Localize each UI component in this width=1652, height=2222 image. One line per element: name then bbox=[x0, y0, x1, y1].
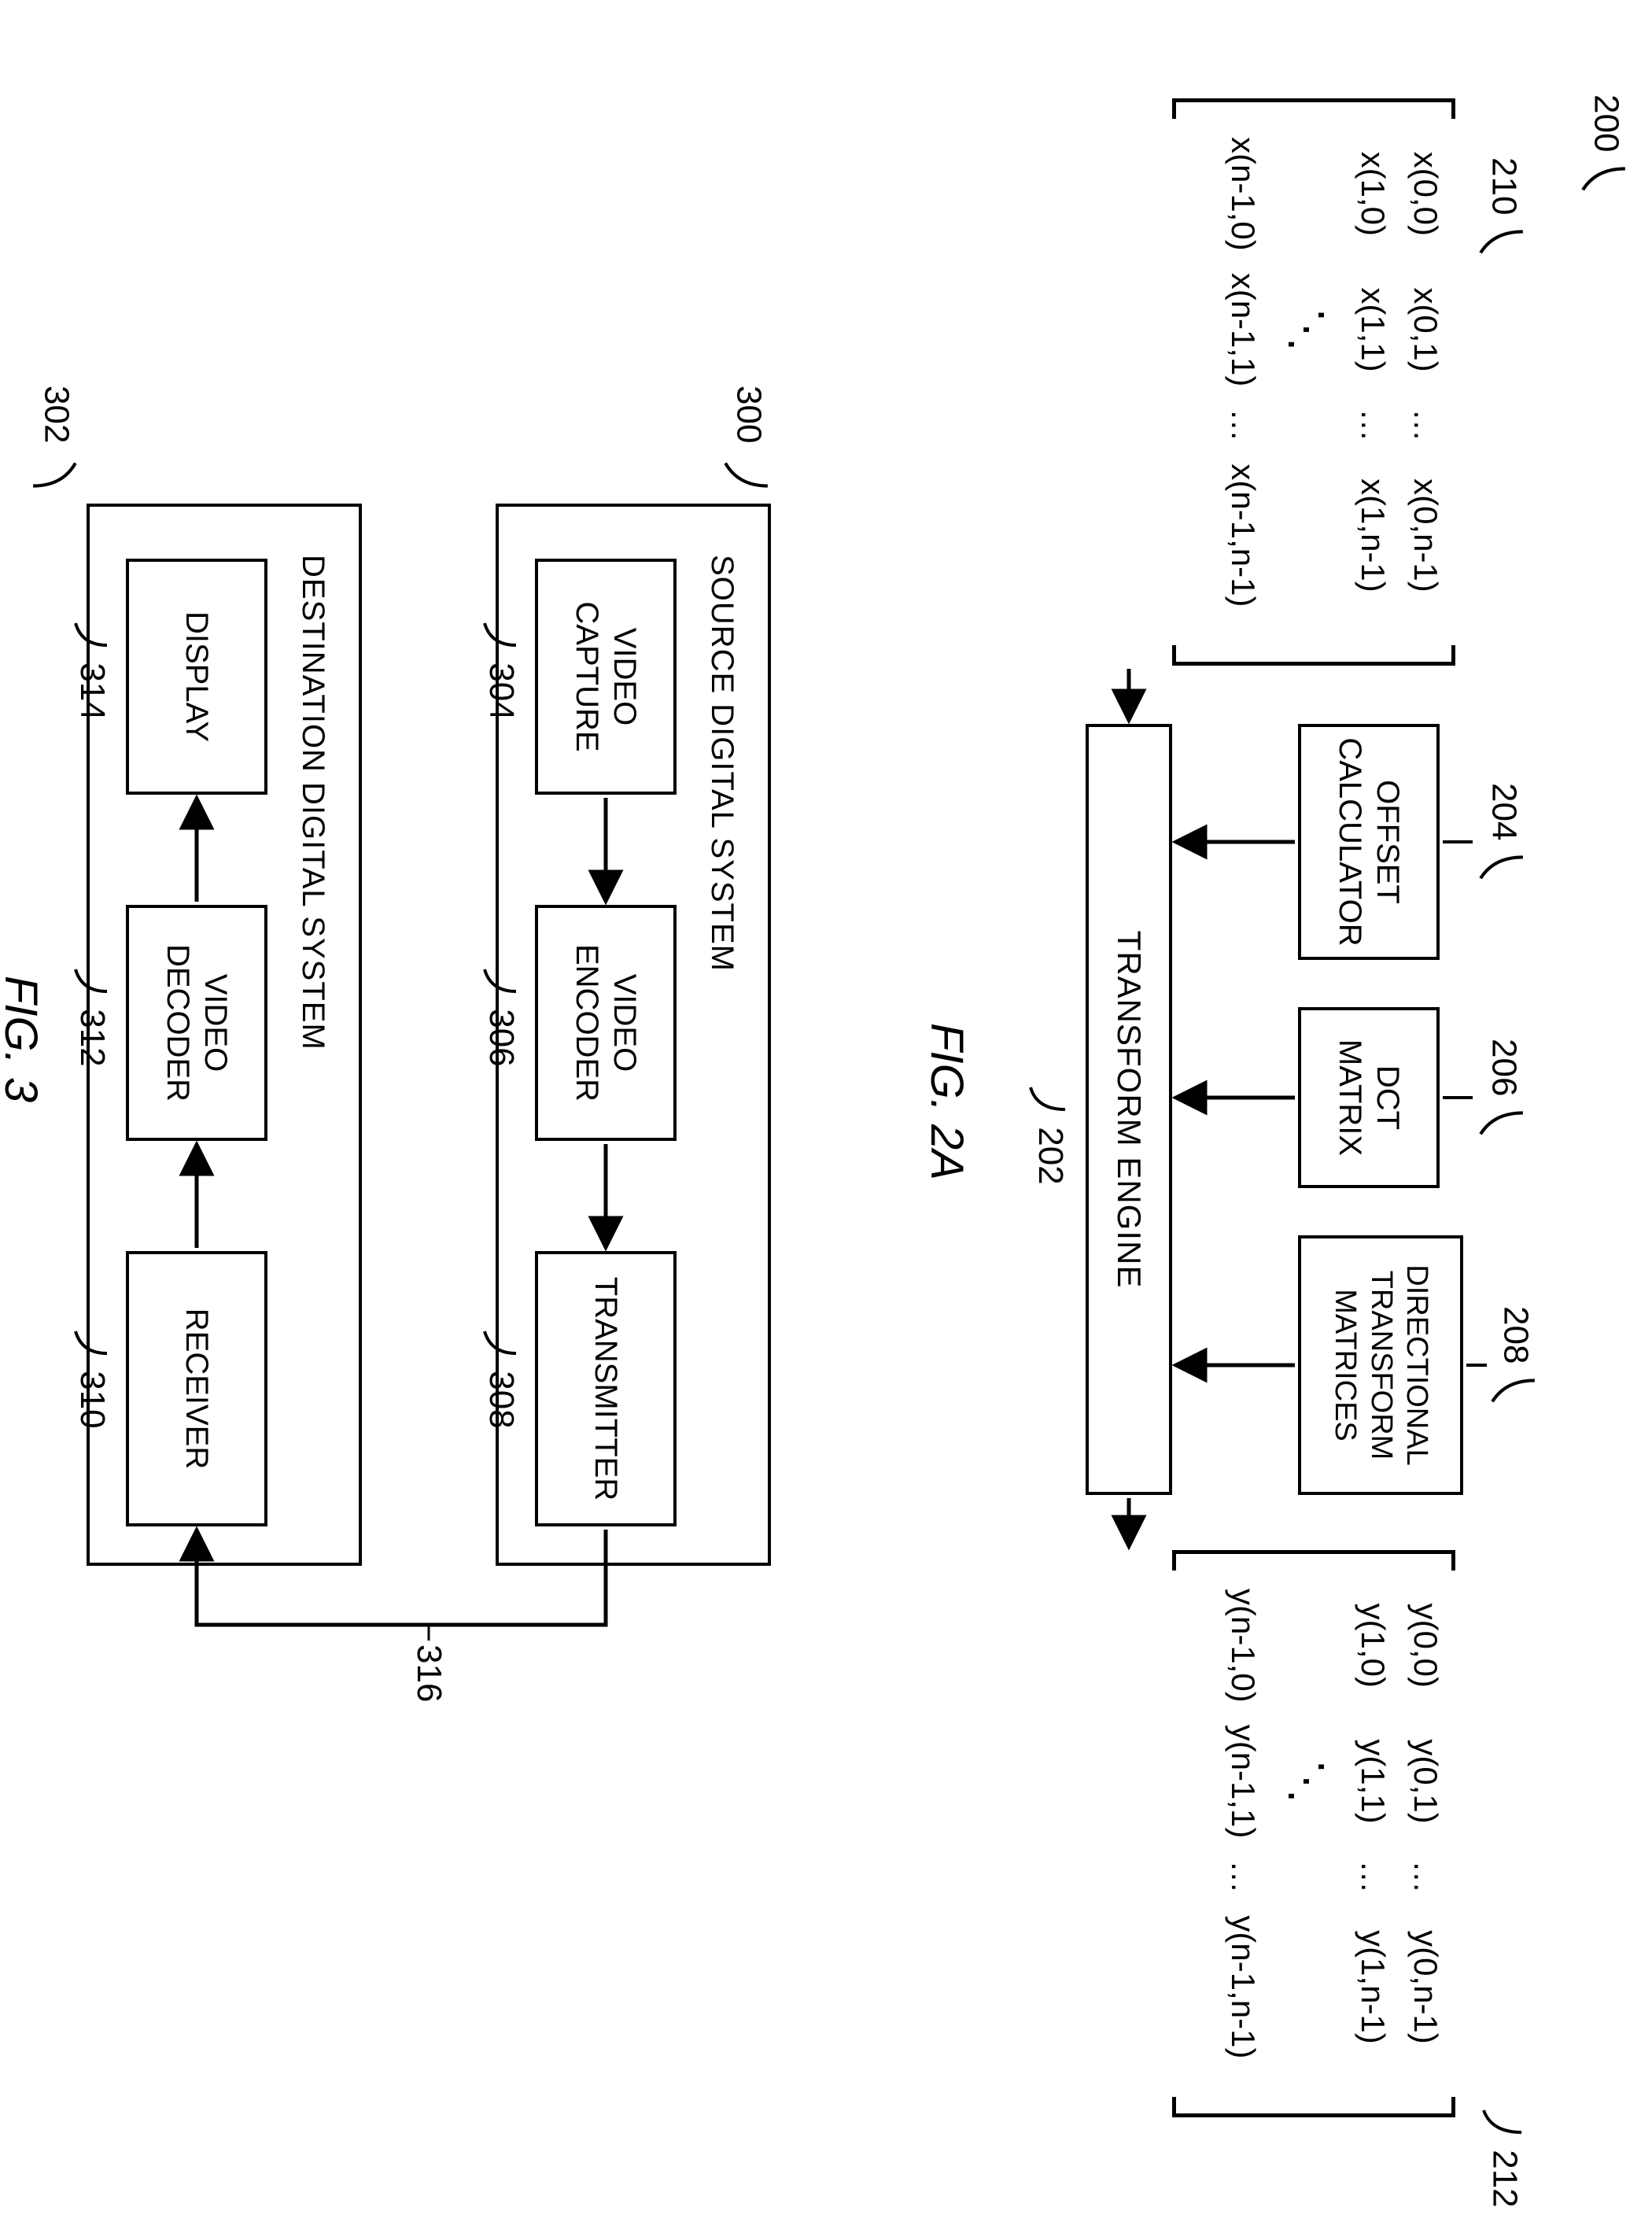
input-bracket-left bbox=[1172, 98, 1455, 119]
figure-3: SOURCE DIGITAL SYSTEM VIDEO CAPTURE VIDE… bbox=[16, 409, 802, 1825]
fig2a-caption: FIG. 2A bbox=[920, 1023, 973, 1180]
fig2a-arrows bbox=[928, 118, 1573, 2164]
fig3-caption: FIG. 3 bbox=[0, 976, 47, 1102]
ref-200: 200 bbox=[1580, 94, 1628, 198]
fig3-arrows bbox=[16, 409, 802, 1825]
ref-200-text: 200 bbox=[1587, 94, 1625, 152]
figure-2a: 200 x(0,0) x(0,1) … x(0,n-1) x(1,0) x(1,… bbox=[928, 118, 1573, 2085]
